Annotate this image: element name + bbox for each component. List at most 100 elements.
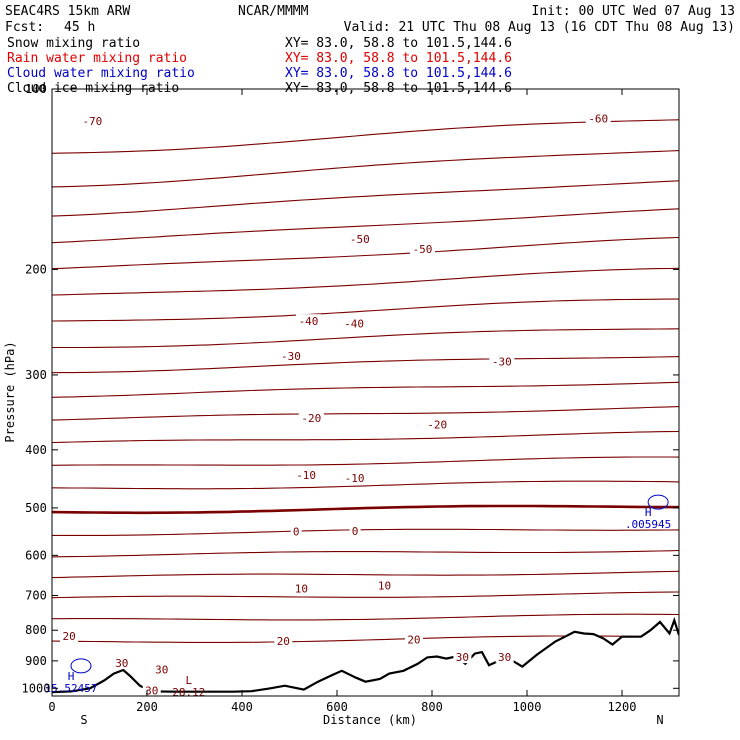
contour-label-bg bbox=[585, 111, 611, 125]
contour-label-bg bbox=[424, 417, 450, 431]
field-name-snow: Snow mixing ratio bbox=[7, 36, 140, 51]
isotherm-line bbox=[52, 208, 679, 244]
y-axis-title: Pressure (hPa) bbox=[3, 341, 17, 442]
x-tick-label: 200 bbox=[136, 700, 158, 714]
y-tick-label: 300 bbox=[25, 368, 47, 382]
isotherm-line bbox=[52, 480, 679, 490]
y-tick-label: 900 bbox=[25, 654, 47, 668]
contour-label-bg bbox=[290, 524, 302, 538]
contour-label: -10 bbox=[296, 469, 316, 482]
isotherm-line bbox=[52, 180, 679, 217]
contour-label: 30 bbox=[456, 651, 469, 664]
contour-label-bg bbox=[342, 471, 368, 485]
contour-label-bg bbox=[292, 581, 311, 595]
contour-label-bg bbox=[349, 523, 361, 537]
axes: 0 200 400 600 800 1000 12001002003004005006007… bbox=[22, 82, 679, 714]
x-tick-label: 1200 bbox=[608, 700, 637, 714]
y-tick-label: 800 bbox=[25, 623, 47, 637]
isotherm-line bbox=[52, 456, 679, 466]
field-xy-rain: XY= 83.0, 58.8 to 101.5,144.6 bbox=[285, 51, 512, 66]
x-axis-title: Distance (km) bbox=[323, 713, 417, 727]
isotherm-line bbox=[52, 119, 679, 154]
extremum-symbol: H bbox=[645, 506, 652, 519]
contour-labels: -70 -60 -50 -50 -40 -40 -30 -30 -20 -20 -10 -10 0 0 10… bbox=[60, 111, 611, 697]
y-tick-label: 100 bbox=[25, 82, 47, 96]
isotherm-line bbox=[52, 298, 679, 322]
y-tick-label: 700 bbox=[25, 588, 47, 602]
extremum-value: 28.12 bbox=[172, 686, 205, 699]
terrain-fill bbox=[52, 620, 679, 696]
contour-label-bg bbox=[296, 314, 321, 328]
plot-frame bbox=[51, 88, 680, 697]
y-tick-label: 200 bbox=[25, 262, 47, 276]
cloud-contours bbox=[70, 494, 669, 674]
contour-label: -20 bbox=[301, 412, 321, 425]
contour-label: 20 bbox=[277, 635, 290, 648]
y-tick-label: 400 bbox=[25, 443, 47, 457]
isotherm-line bbox=[52, 570, 679, 579]
isotherm-line bbox=[52, 528, 679, 536]
contour-label: -50 bbox=[350, 233, 370, 246]
isotherm-line bbox=[52, 504, 679, 515]
contour-label: 30 bbox=[498, 651, 511, 664]
isotherm-line bbox=[52, 430, 679, 444]
contour-label-bg bbox=[489, 354, 515, 368]
contour-label-bg bbox=[375, 578, 394, 592]
cloud-contour bbox=[70, 658, 92, 674]
isotherm-line bbox=[52, 356, 679, 374]
contour-label-bg bbox=[453, 650, 472, 664]
contour-label-bg bbox=[274, 634, 293, 648]
contour-label-bg bbox=[278, 349, 304, 363]
contour-label-bg bbox=[347, 232, 373, 246]
contour-label-bg bbox=[112, 655, 131, 669]
contour-label-bg bbox=[495, 649, 514, 663]
contour-label: -50 bbox=[413, 243, 433, 256]
contour-label-bg bbox=[341, 316, 367, 330]
contour-label: 10 bbox=[378, 580, 391, 593]
terrain-line bbox=[52, 616, 679, 694]
south-end-label: S bbox=[80, 713, 87, 727]
contour-label: 30 bbox=[145, 684, 158, 697]
contour-label: 20 bbox=[407, 633, 420, 646]
contour-label: -10 bbox=[345, 472, 365, 485]
north-end-label: N bbox=[656, 713, 663, 727]
extremum-symbol: H bbox=[68, 670, 75, 683]
contour-label: -40 bbox=[299, 315, 319, 328]
extremum-value: 15.52457 bbox=[45, 682, 98, 695]
field-xy-snow: XY= 83.0, 58.8 to 101.5,144.6 bbox=[285, 36, 512, 51]
contour-label: -40 bbox=[344, 317, 364, 330]
terrain-layer bbox=[52, 616, 679, 696]
isotherm-line bbox=[52, 613, 679, 621]
isotherm-line bbox=[52, 549, 679, 558]
contour-label: -60 bbox=[588, 112, 608, 125]
x-tick-label: 800 bbox=[421, 700, 443, 714]
contour-label: 10 bbox=[295, 582, 308, 595]
contour-label: 0 bbox=[352, 525, 359, 538]
contour-label: 30 bbox=[155, 663, 168, 676]
y-tick-label: 1000 bbox=[22, 681, 51, 695]
contour-label: -30 bbox=[281, 350, 301, 363]
model-title: SEAC4RS 15km ARW bbox=[5, 4, 130, 19]
x-tick-label: 1000 bbox=[513, 700, 542, 714]
cloud-contour bbox=[647, 494, 669, 510]
fcst-value: 45 h bbox=[64, 20, 95, 35]
contour-label-bg bbox=[298, 411, 324, 425]
contour-label: -20 bbox=[427, 419, 447, 432]
x-tick-label: 400 bbox=[231, 700, 253, 714]
x-tick-label: 600 bbox=[326, 700, 348, 714]
isotherm-contours bbox=[52, 119, 679, 643]
center-label: NCAR/MMMM bbox=[238, 4, 309, 19]
contour-label-bg bbox=[79, 113, 105, 127]
y-tick-label: 600 bbox=[25, 548, 47, 562]
field-xy-cloud-water: XY= 83.0, 58.8 to 101.5,144.6 bbox=[285, 66, 512, 81]
contour-label-bg bbox=[152, 662, 171, 676]
y-tick-label: 500 bbox=[25, 501, 47, 515]
isotherm-line bbox=[52, 328, 679, 349]
isotherm-line bbox=[52, 267, 679, 296]
contour-label: -30 bbox=[492, 356, 512, 369]
x-tick-label: 0 bbox=[48, 700, 55, 714]
valid-time: Valid: 21 UTC Thu 08 Aug 13 (16 CDT Thu … bbox=[344, 20, 735, 35]
extremum-value: .005945 bbox=[625, 518, 671, 531]
